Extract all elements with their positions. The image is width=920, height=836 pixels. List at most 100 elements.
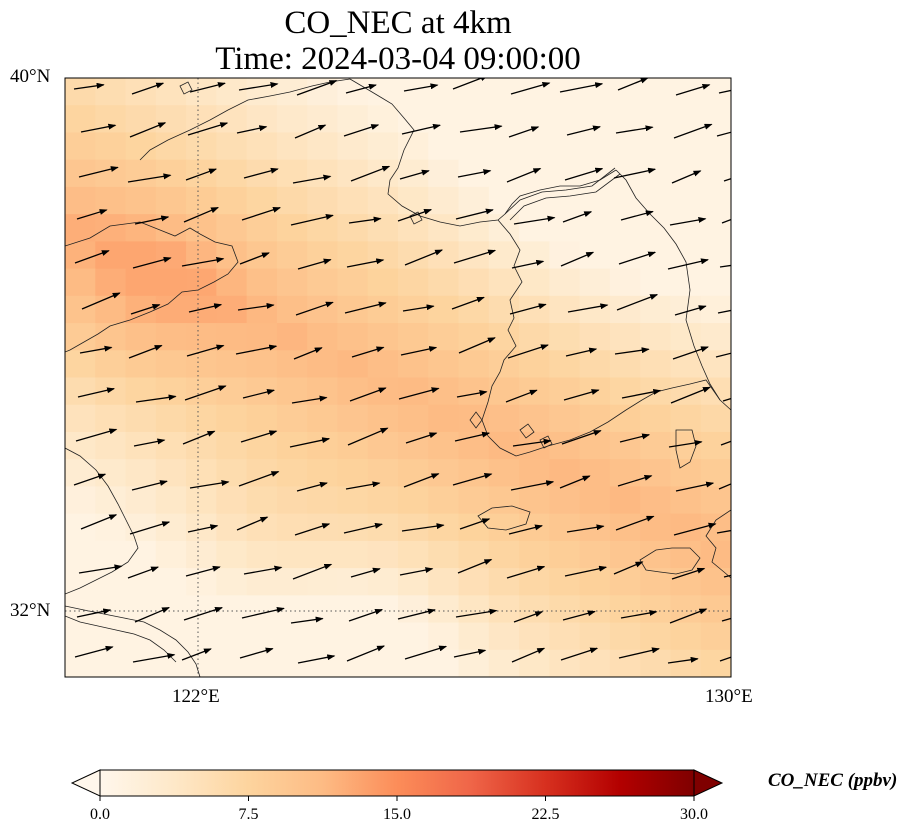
field-cell — [367, 513, 399, 542]
field-cell — [95, 159, 127, 188]
field-cell — [579, 78, 611, 106]
wind-arrow — [717, 309, 731, 314]
wind-arrow — [565, 347, 598, 357]
field-cell — [276, 486, 308, 515]
lon-label-122e: 122°E — [172, 686, 220, 707]
lon-label-130e: 130°E — [705, 686, 753, 707]
field-cell — [428, 105, 460, 134]
wind-arrow — [128, 344, 163, 359]
field-cell — [246, 595, 278, 624]
wind-arrow — [621, 388, 662, 399]
field-cell — [125, 649, 157, 677]
wind-arrow — [719, 656, 731, 662]
field-cell — [549, 649, 581, 677]
wind-arrow — [560, 647, 599, 661]
wind-arrow — [351, 346, 385, 358]
field-cell — [398, 377, 429, 406]
field-cell — [125, 78, 157, 106]
wind-arrow — [566, 524, 605, 533]
field-cell — [246, 268, 278, 297]
field-cell — [609, 568, 641, 596]
wind-arrow — [511, 647, 546, 663]
field-cell — [640, 486, 672, 515]
field-cell — [488, 268, 520, 297]
field-cell — [216, 105, 248, 134]
wind-arrow — [346, 258, 385, 268]
field-cell — [519, 350, 550, 379]
wind-arrow — [564, 565, 608, 577]
wind-arrow — [243, 565, 283, 575]
field-cell — [276, 323, 308, 351]
field-cell — [155, 540, 187, 569]
field-cell — [458, 377, 490, 406]
field-cell — [337, 513, 369, 542]
field-cell — [428, 241, 460, 270]
wind-arrow — [510, 82, 551, 95]
field-cell — [337, 214, 369, 242]
field-cell — [155, 132, 187, 161]
field-cell — [125, 431, 157, 460]
field-cell — [95, 132, 127, 161]
gridlines — [65, 78, 731, 677]
field-cell — [458, 350, 490, 379]
field-cell — [428, 295, 460, 324]
wind-arrow — [74, 250, 110, 264]
field-cell — [458, 78, 490, 106]
field-cell — [337, 377, 369, 406]
field-cell — [640, 513, 672, 542]
field-cell — [276, 132, 308, 161]
field-cell — [458, 622, 490, 651]
field-cell — [216, 159, 248, 188]
wind-arrow — [290, 616, 324, 624]
wind-arrow — [506, 167, 542, 183]
wind-arrow — [563, 389, 600, 401]
field-cell — [276, 241, 308, 270]
field-cell — [246, 377, 278, 406]
field-cell — [367, 350, 399, 379]
field-cell — [670, 268, 702, 297]
field-cell — [246, 132, 278, 161]
field-cell — [95, 431, 127, 460]
field-cell — [458, 214, 490, 242]
wind-arrow — [564, 167, 604, 181]
wind-arrow — [75, 428, 118, 442]
field-cell — [337, 568, 369, 596]
lat-label-32n: 32°N — [10, 600, 51, 621]
wind-arrow — [619, 433, 651, 443]
field-cell — [186, 568, 217, 596]
field-cell — [670, 132, 702, 161]
field-cell — [670, 323, 702, 351]
wind-arrow — [459, 518, 491, 530]
field-cell — [609, 186, 641, 215]
wind-arrow — [452, 78, 489, 90]
field-cell — [155, 186, 187, 215]
field-cell — [609, 132, 641, 161]
field-cell — [428, 595, 460, 624]
field-cell — [307, 540, 339, 569]
field-cell — [519, 459, 550, 488]
wind-arrow — [401, 523, 445, 532]
wind-arrow — [185, 565, 221, 577]
colorbar-under-arrow — [70, 769, 101, 797]
field-cell — [186, 377, 217, 406]
wind-arrow — [403, 83, 439, 92]
wind-arrow — [560, 251, 595, 267]
field-cell — [367, 186, 399, 215]
wind-arrow — [129, 521, 171, 535]
field-cell — [398, 404, 429, 433]
wind-arrow — [457, 169, 492, 178]
field-cell — [398, 268, 429, 297]
field-cell — [216, 78, 248, 106]
field-cell — [579, 268, 611, 297]
field-cell — [307, 568, 339, 596]
wind-arrow — [347, 427, 389, 446]
wind-arrow — [512, 438, 552, 447]
field-cell — [125, 595, 157, 624]
field-cell — [307, 622, 339, 651]
wind-arrow — [509, 303, 547, 315]
wind-arrow — [673, 522, 717, 536]
colorbar-over-arrow — [693, 769, 724, 797]
wind-arrow — [127, 566, 160, 579]
field-cell — [216, 404, 248, 433]
field-cell — [488, 78, 520, 106]
